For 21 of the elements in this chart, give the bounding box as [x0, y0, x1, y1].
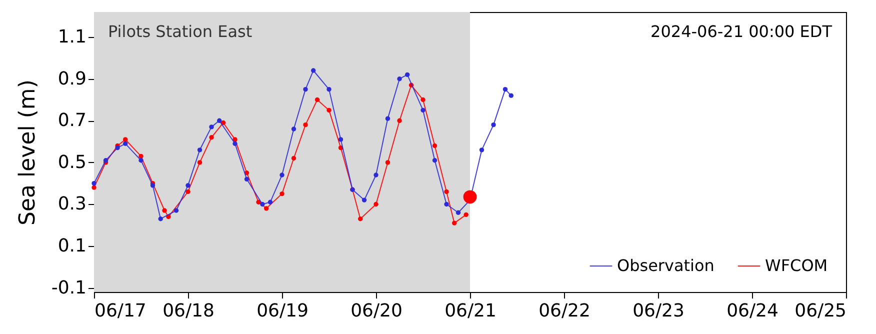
x-tick-label: 06/21	[444, 300, 496, 322]
x-tick-label: 06/18	[162, 300, 214, 322]
y-tick-label: 0.5	[58, 152, 86, 173]
annotation: Pilots Station East	[108, 22, 252, 41]
x-tick-label: 06/23	[632, 300, 684, 322]
x-tick-label: 06/24	[726, 300, 778, 322]
x-tick-label: 06/20	[350, 300, 402, 322]
x-tick-label: 06/22	[538, 300, 590, 322]
legend-label: WFCOM	[765, 256, 828, 275]
y-tick-label: 0.1	[58, 236, 86, 257]
y-tick-label: 0.7	[58, 110, 86, 132]
x-tick-label: 06/17	[94, 300, 146, 322]
y-tick-label: 1.1	[58, 26, 86, 48]
y-tick-label: 0.3	[58, 194, 86, 215]
annotation: 2024-06-21 00:00 EDT	[650, 22, 832, 41]
y-tick-label: 0.9	[58, 68, 86, 90]
legend-label: Observation	[617, 256, 714, 275]
x-tick-label: 06/25	[794, 300, 846, 322]
y-tick-label: -0.1	[51, 277, 86, 298]
y-axis-title: Sea level (m)	[15, 80, 40, 226]
x-tick-label: 06/19	[256, 300, 308, 322]
